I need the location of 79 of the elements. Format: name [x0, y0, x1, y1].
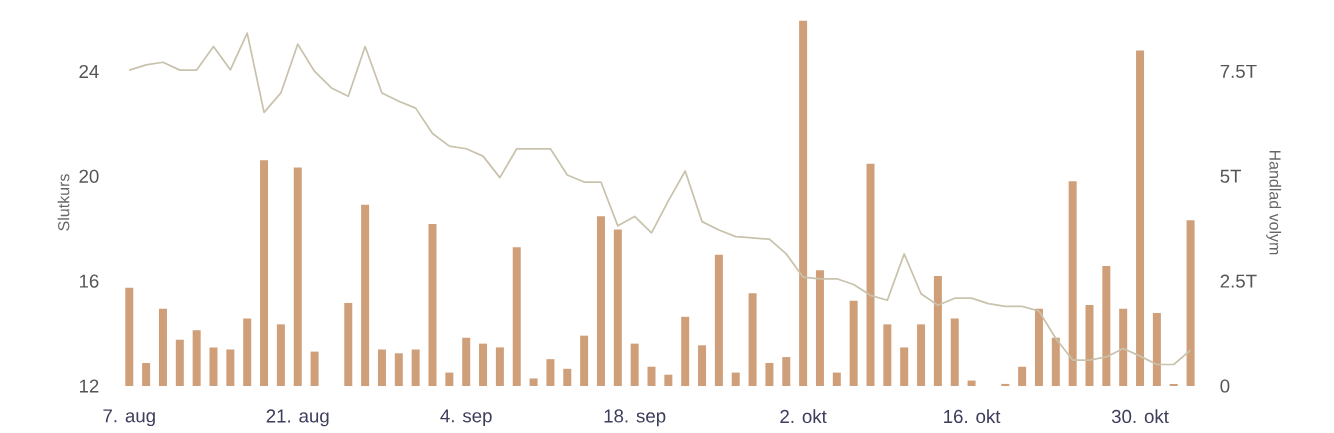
bar [142, 362, 151, 386]
bar [293, 167, 302, 386]
bar [900, 347, 909, 386]
bar [125, 287, 134, 386]
y2-tick-label: 2.5T [1220, 274, 1257, 288]
bar [765, 362, 774, 386]
bar [394, 353, 403, 386]
bar [1051, 337, 1060, 386]
bar [1018, 366, 1027, 386]
bar [967, 380, 976, 386]
bar [698, 345, 707, 386]
y-tick-label: 24 [79, 64, 99, 78]
bar [580, 335, 589, 386]
y-tick-label: 12 [79, 379, 99, 393]
bar [866, 163, 875, 386]
bar [1186, 220, 1195, 386]
bar [243, 318, 252, 386]
bar [815, 270, 824, 386]
bar [445, 372, 454, 386]
bar [361, 204, 370, 386]
bar [630, 343, 639, 386]
bar [1102, 266, 1111, 386]
bar [462, 337, 471, 386]
bar [529, 378, 538, 386]
x-tick-label: 4. sep [440, 409, 492, 427]
bar [377, 349, 386, 386]
bar [175, 339, 184, 386]
bar [1034, 308, 1043, 386]
bar [849, 300, 858, 386]
bar [310, 351, 319, 386]
y-axis-title: Slutkurs [57, 174, 70, 231]
bar [158, 308, 167, 386]
bar [495, 347, 504, 386]
x-tick-label: 18. sep [604, 409, 666, 427]
bar [1001, 383, 1010, 386]
bar [832, 372, 841, 386]
bar [1169, 383, 1178, 386]
y-tick-label: 16 [79, 274, 99, 288]
bar [260, 160, 269, 386]
y2-tick-label: 0 [1220, 379, 1230, 393]
bar [883, 324, 892, 386]
bar [596, 216, 605, 386]
x-tick-label: 16. okt [944, 409, 1001, 424]
bar [546, 359, 555, 386]
bar [344, 302, 353, 386]
y2-axis-title: Handlad volym [1266, 150, 1282, 255]
bar [647, 366, 656, 386]
bar [192, 330, 201, 386]
bar [799, 20, 808, 386]
y-tick-label: 20 [79, 169, 99, 183]
x-tick-label: 30. okt [1111, 409, 1169, 424]
bar [748, 293, 757, 386]
bar [479, 343, 488, 386]
bar [1068, 181, 1077, 386]
bar [276, 324, 285, 386]
bar [714, 254, 723, 386]
bar [681, 316, 690, 386]
bar [613, 229, 622, 386]
x-tick-label: 7. aug [103, 409, 155, 427]
bar [512, 247, 521, 386]
bar [933, 276, 942, 386]
bar [950, 318, 959, 386]
bar [226, 349, 235, 386]
bar [1119, 308, 1128, 386]
bar [563, 368, 572, 386]
x-tick-label: 2. okt [780, 409, 827, 424]
bar [1152, 313, 1161, 386]
bar [664, 374, 673, 386]
x-tick-label: 21. aug [266, 409, 329, 427]
bar [731, 372, 740, 386]
bar [1085, 305, 1094, 386]
bar [917, 324, 926, 386]
bar [428, 224, 437, 386]
y2-tick-label: 5T [1220, 169, 1242, 183]
bar [411, 349, 420, 386]
bar [209, 347, 218, 386]
bar [1136, 50, 1145, 386]
bar [782, 357, 791, 386]
y2-tick-label: 7.5T [1220, 64, 1257, 78]
